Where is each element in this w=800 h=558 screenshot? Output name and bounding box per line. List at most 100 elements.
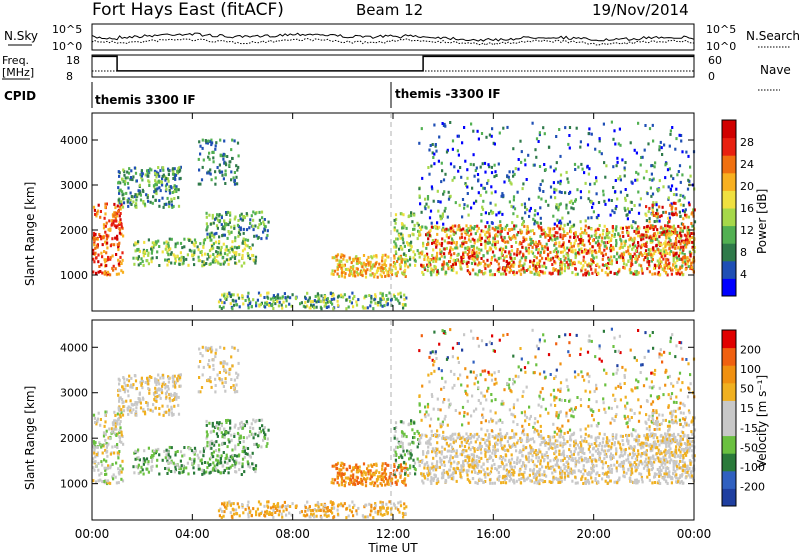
velocity-cell <box>248 507 250 510</box>
power-cell <box>480 249 482 252</box>
velocity-cell <box>106 455 108 458</box>
power-cell <box>466 177 468 180</box>
velocity-cell <box>158 394 160 397</box>
power-cell <box>168 245 170 248</box>
velocity-cell <box>375 463 377 466</box>
power-cell <box>569 147 571 150</box>
power-cell <box>511 249 513 252</box>
power-colorbar-swatch <box>722 138 736 156</box>
power-cell <box>281 304 283 307</box>
power-cell <box>116 238 118 241</box>
power-cell <box>162 169 164 172</box>
velocity-cell <box>237 349 239 352</box>
power-cell <box>595 256 597 259</box>
power-cell <box>206 227 208 230</box>
power-cell <box>580 190 582 193</box>
power-cell <box>467 192 469 195</box>
velocity-cell <box>241 473 243 476</box>
power-cell <box>340 294 342 297</box>
power-cell <box>603 161 605 164</box>
velocity-cell <box>156 450 158 453</box>
power-cell <box>580 196 582 199</box>
power-cell <box>432 270 434 273</box>
power-cell <box>674 247 676 250</box>
velocity-cell <box>122 414 124 417</box>
power-cell <box>492 227 494 230</box>
power-cell <box>663 242 665 245</box>
cpid-mode-2: themis -3300 IF <box>395 87 501 101</box>
power-cell <box>480 194 482 197</box>
velocity-cell <box>93 469 95 472</box>
power-cell <box>206 233 208 236</box>
power-cell <box>465 224 467 227</box>
velocity-cell <box>379 501 381 504</box>
power-cell <box>652 193 654 196</box>
power-cell <box>595 180 597 183</box>
power-cell <box>625 188 627 191</box>
power-cell <box>435 260 437 263</box>
power-cell <box>472 130 474 133</box>
power-cell <box>670 250 672 253</box>
power-cell <box>497 227 499 230</box>
power-cell <box>590 228 592 231</box>
power-cell <box>608 199 610 202</box>
power-cell <box>627 234 629 237</box>
power-cell <box>432 257 434 260</box>
power-cell <box>145 173 147 176</box>
power-cell <box>356 304 358 307</box>
power-cell <box>114 237 116 240</box>
power-cell <box>451 242 453 245</box>
velocity-cell <box>146 457 148 460</box>
power-cell <box>604 245 606 248</box>
power-cell <box>403 252 405 255</box>
power-cell <box>159 169 161 172</box>
power-cell <box>398 248 400 251</box>
power-cell <box>654 220 656 223</box>
power-cell <box>463 203 465 206</box>
power-cell <box>103 250 105 253</box>
velocity-cell <box>384 471 386 474</box>
power-cell <box>570 230 572 233</box>
power-cell <box>629 268 631 271</box>
power-cell <box>507 265 509 268</box>
power-cell <box>574 249 576 252</box>
power-ytick-label: 1000 <box>60 269 88 282</box>
power-cell <box>441 244 443 247</box>
power-cell <box>533 222 535 225</box>
power-cell <box>666 233 668 236</box>
velocity-cell <box>167 457 169 460</box>
velocity-cell <box>388 477 390 480</box>
power-cell <box>333 256 335 259</box>
power-cell <box>140 194 142 197</box>
power-cell <box>484 244 486 247</box>
power-cell <box>607 273 609 276</box>
power-cell <box>215 141 217 144</box>
power-cell <box>104 258 106 261</box>
power-cell <box>393 257 395 260</box>
power-cell <box>142 260 144 263</box>
power-cell <box>471 226 473 229</box>
power-cell <box>122 235 124 238</box>
power-cell <box>218 240 220 243</box>
velocity-cell <box>234 390 236 393</box>
power-cell <box>299 302 301 305</box>
velocity-cell <box>337 513 339 516</box>
velocity-cell <box>217 435 219 438</box>
power-cell <box>521 217 523 220</box>
velocity-cell <box>229 419 231 422</box>
power-cell <box>258 223 260 226</box>
power-cell <box>602 233 604 236</box>
power-cell <box>509 170 511 173</box>
power-cell <box>221 216 223 219</box>
power-cell <box>509 271 511 274</box>
power-cell <box>608 236 610 239</box>
velocity-cell <box>330 501 332 504</box>
power-cell <box>584 229 586 232</box>
power-cell <box>376 271 378 274</box>
power-cell <box>502 248 504 251</box>
velocity-cell <box>127 394 129 397</box>
power-cell <box>223 140 225 143</box>
power-cell <box>612 225 614 228</box>
power-cell <box>669 253 671 256</box>
velocity-cell <box>161 391 163 394</box>
